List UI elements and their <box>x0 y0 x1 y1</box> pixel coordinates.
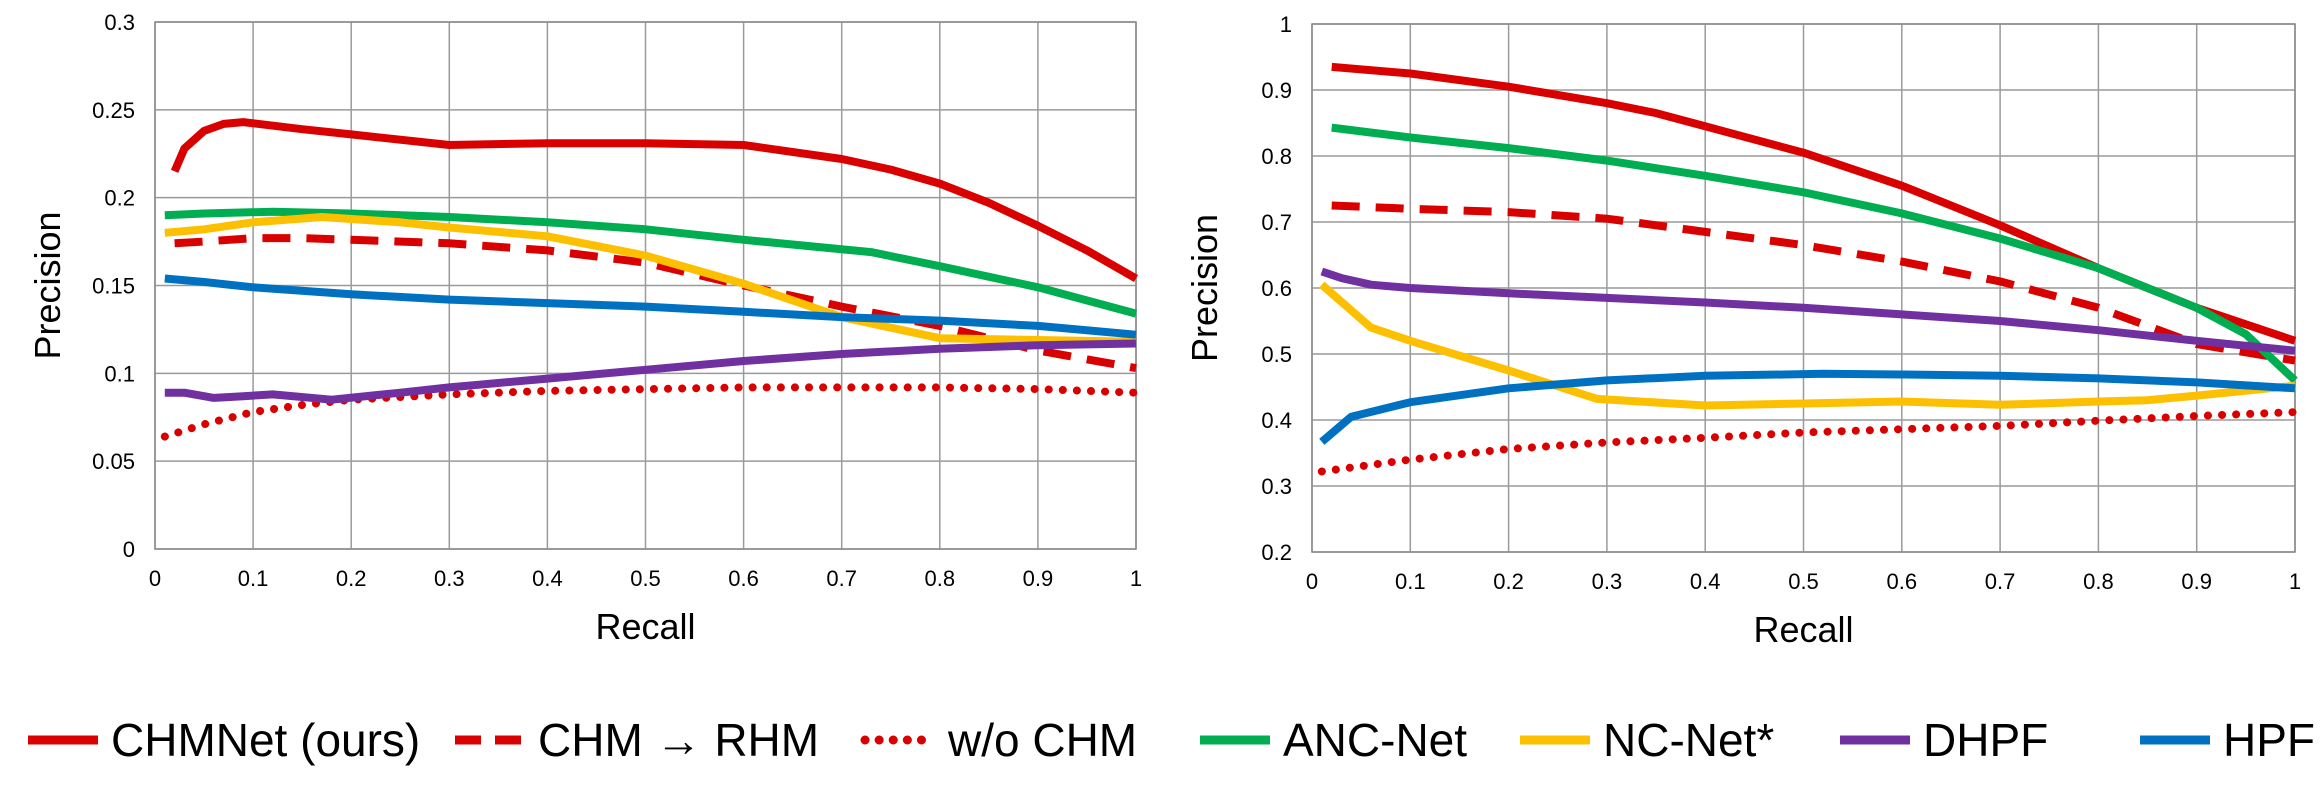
x-tick-label: 0.1 <box>238 566 269 591</box>
x-tick-label: 0.6 <box>1887 569 1918 594</box>
x-tick-label: 1 <box>1130 566 1142 591</box>
y-tick-label: 0.7 <box>1261 210 1292 235</box>
y-tick-label: 0.15 <box>92 274 135 299</box>
legend-label-anc-net: ANC-Net <box>1283 714 1467 766</box>
y-tick-label: 0.6 <box>1261 276 1292 301</box>
legend-label-dhpf: DHPF <box>1923 714 2048 766</box>
y-tick-label: 0.3 <box>104 10 135 35</box>
x-tick-label: 0.7 <box>1985 569 2016 594</box>
y-tick-label: 0 <box>123 537 135 562</box>
y-tick-label: 0.2 <box>1261 540 1292 565</box>
y-tick-label: 0.2 <box>104 186 135 211</box>
y-tick-label: 0.25 <box>92 98 135 123</box>
series-line-chm-rhm <box>174 234 1137 373</box>
series-line-w-o-chm <box>160 383 1140 441</box>
y-tick-label: 0.5 <box>1261 342 1292 367</box>
series-line-chmnet-ours <box>170 118 1138 282</box>
x-tick-label: 0.5 <box>630 566 661 591</box>
series-line-nc-net <box>164 213 1137 346</box>
x-tick-label: 0 <box>1306 569 1318 594</box>
series-line-hpf <box>164 274 1137 339</box>
y-tick-label: 0.4 <box>1261 408 1292 433</box>
plot-frame <box>154 21 1137 550</box>
x-tick-label: 0.8 <box>2083 569 2114 594</box>
series-line-dhpf <box>1320 267 2296 355</box>
series-line-dhpf <box>164 339 1137 404</box>
legend-label-hpf: HPF <box>2223 714 2315 766</box>
y-tick-label: 0.1 <box>104 361 135 386</box>
x-axis-label: Recall <box>1753 609 1853 650</box>
x-tick-label: 0.7 <box>826 566 857 591</box>
y-axis-label: Precision <box>27 211 68 359</box>
y-tick-label: 0.05 <box>92 449 135 474</box>
x-tick-label: 0.9 <box>1023 566 1054 591</box>
x-tick-label: 1 <box>2289 569 2301 594</box>
series-line-chm-rhm <box>1331 201 2296 365</box>
x-tick-label: 0.2 <box>1493 569 1524 594</box>
legend-label-chm-rhm: CHM → RHM <box>538 714 819 766</box>
series-line-chmnet-ours <box>1331 62 2297 345</box>
y-tick-label: 1 <box>1280 12 1292 37</box>
series-line-anc-net <box>1331 123 2298 384</box>
x-tick-label: 0.4 <box>532 566 563 591</box>
series-line-nc-net <box>1319 281 2296 410</box>
x-tick-label: 0.1 <box>1395 569 1426 594</box>
x-tick-label: 0.4 <box>1690 569 1721 594</box>
x-tick-label: 0.3 <box>1592 569 1623 594</box>
x-tick-label: 0.2 <box>336 566 367 591</box>
x-tick-label: 0.6 <box>728 566 759 591</box>
x-tick-label: 0 <box>149 566 161 591</box>
y-tick-label: 0.3 <box>1261 474 1292 499</box>
chart-right: 0 0.1 0.2 0.3 0.4 0.5 0.6 0.7 0.8 0.9 1 0.2 0.3 0.4 0.… <box>1184 12 2301 650</box>
x-tick-label: 0.9 <box>2181 569 2212 594</box>
legend-label-w-o-chm: w/o CHM <box>947 714 1137 766</box>
x-tick-label: 0.8 <box>925 566 956 591</box>
legend-label-chmnet-ours: CHMNet (ours) <box>111 714 420 766</box>
series-line-anc-net <box>164 207 1138 318</box>
legend: CHMNet (ours) CHM → RHM w/o CHM ANC-Net NC-N… <box>28 714 2315 766</box>
legend-label-nc-net: NC-Net* <box>1603 714 1774 766</box>
series-line-hpf <box>1319 369 2296 445</box>
plot-frame <box>1311 23 2296 553</box>
y-tick-label: 0.9 <box>1261 78 1292 103</box>
x-tick-label: 0.5 <box>1788 569 1819 594</box>
x-tick-label: 0.3 <box>434 566 465 591</box>
chart-left: 0 0.1 0.2 0.3 0.4 0.5 0.6 0.7 0.8 0.9 1 0 0.05 0.1 0.1… <box>27 10 1142 647</box>
y-axis-label: Precision <box>1184 214 1225 362</box>
x-axis-label: Recall <box>595 606 695 647</box>
series-line-w-o-chm <box>1317 408 2299 476</box>
y-tick-label: 0.8 <box>1261 144 1292 169</box>
